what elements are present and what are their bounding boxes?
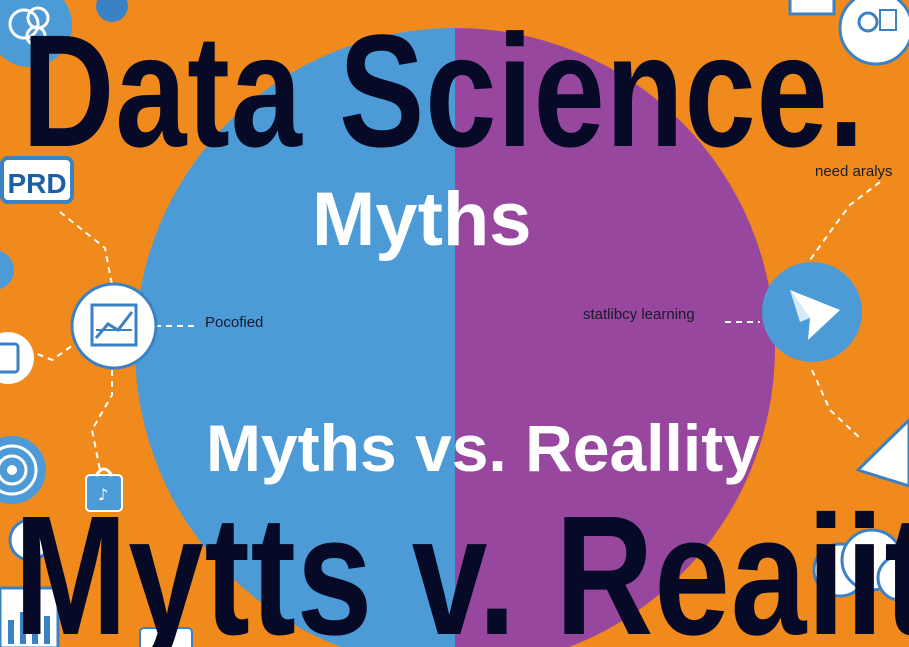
shopping-bag-icon: ♪ — [85, 467, 123, 512]
device-icon — [0, 332, 34, 384]
person-chart-icon — [838, 0, 909, 66]
partial-circle-icon — [0, 250, 14, 290]
split-circle — [135, 28, 775, 647]
connector-line — [809, 181, 881, 261]
circle-left-half-blue — [135, 28, 455, 647]
headline-top: Data Science. — [22, 1, 865, 180]
cloud-icon — [8, 518, 909, 602]
radar-icon — [855, 417, 909, 488]
bar-chart-icon — [0, 586, 60, 647]
line-chart-icon — [70, 282, 158, 370]
circle-right-half-purple — [455, 28, 775, 647]
paper-plane-icon — [762, 262, 862, 362]
label-right: statlibcy learning — [583, 306, 695, 323]
brain-icon — [0, 0, 72, 67]
target-icon — [0, 436, 46, 504]
circle-title: Myths — [312, 177, 532, 262]
circle-subtitle: Myths vs. Reallity — [206, 411, 760, 485]
connector-line — [811, 369, 863, 441]
label-left: Pocofied — [205, 314, 264, 331]
svg-text:♪: ♪ — [98, 485, 108, 504]
book-icon — [788, 0, 836, 16]
label-top-right: need aralys — [815, 163, 893, 180]
headline-bottom: Mytts v. Reaiity — [14, 481, 909, 647]
connector-line — [59, 211, 113, 286]
tps-badge-icon — [139, 627, 193, 647]
small-badge-icon — [96, 0, 128, 22]
prd-badge-icon: PRD — [0, 156, 74, 204]
connector-line — [90, 370, 113, 471]
connector-line — [27, 339, 81, 362]
